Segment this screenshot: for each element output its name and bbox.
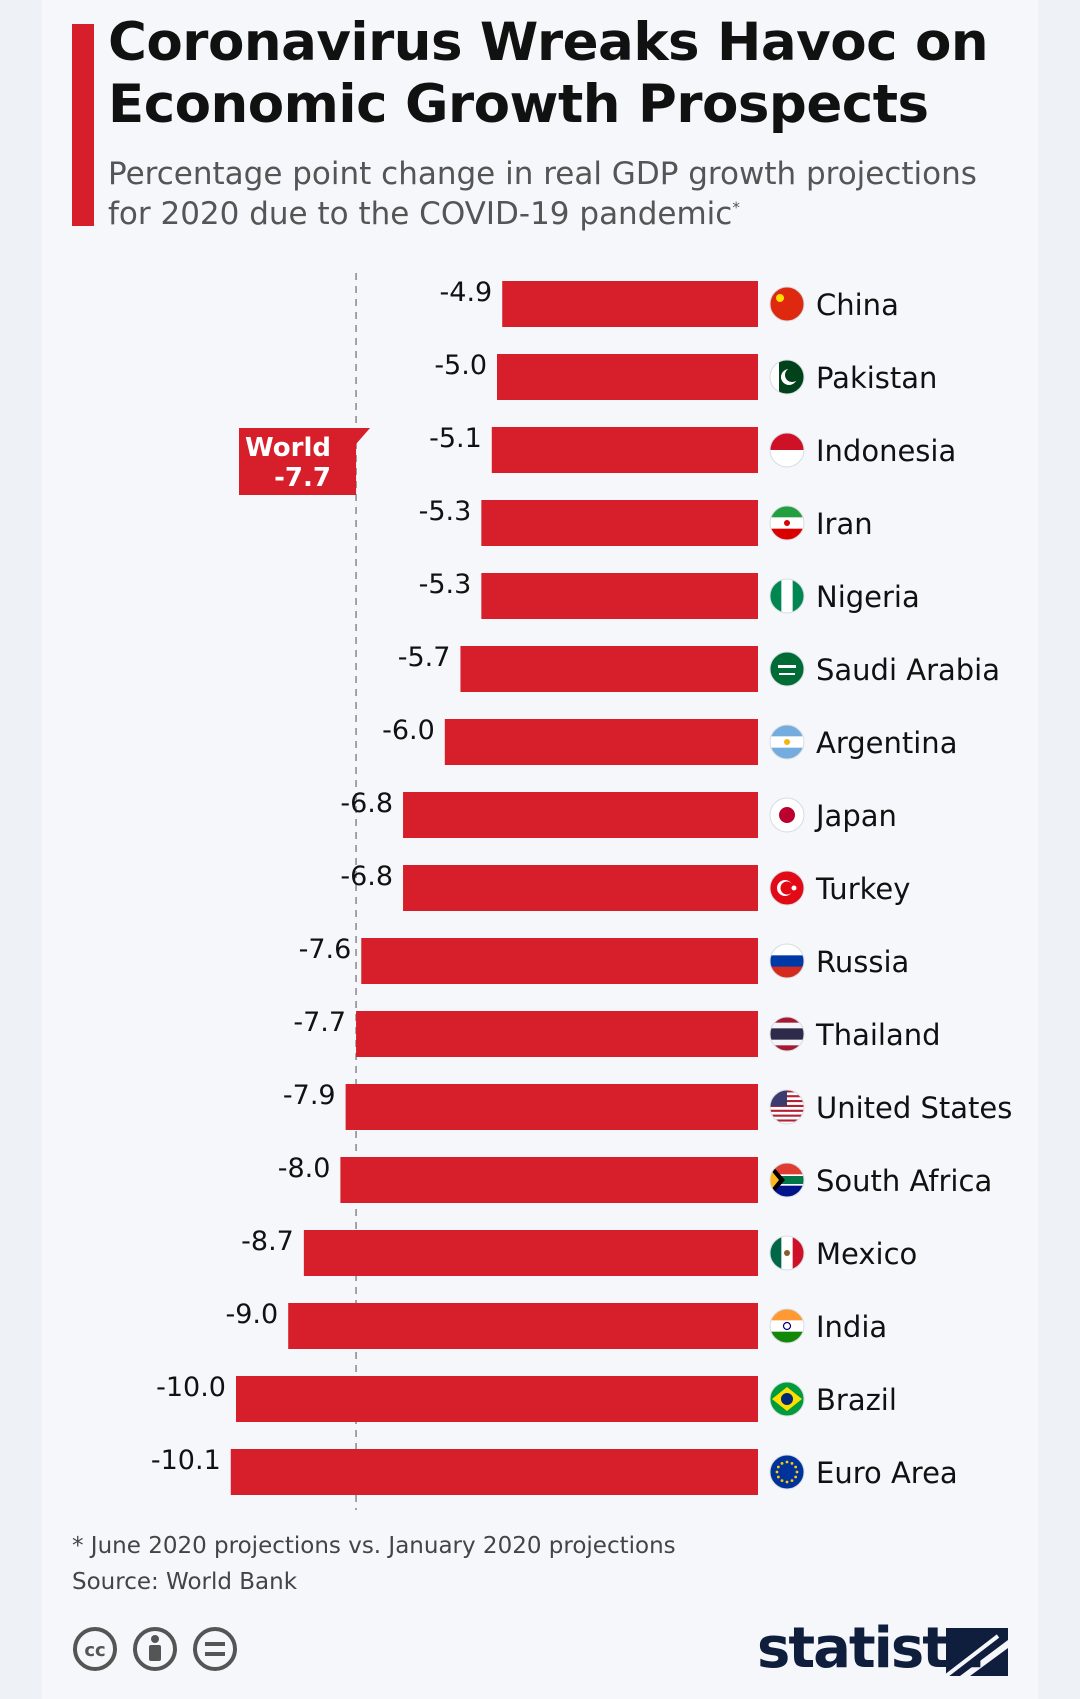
value-label-china: -4.9 [440, 277, 493, 308]
value-label-nigeria: -5.3 [419, 569, 472, 600]
chart-title: Coronavirus Wreaks Havoc on Economic Gro… [108, 12, 989, 135]
category-label-india: India [816, 1310, 887, 1344]
category-label-mexico: Mexico [816, 1237, 917, 1271]
footnote-block: * June 2020 projections vs. January 2020… [72, 1528, 676, 1600]
brazil-flag-icon [769, 1381, 805, 1417]
value-label-argentina: -6.0 [382, 715, 435, 746]
bar-iran [481, 500, 758, 546]
indonesia-flag-icon [769, 432, 805, 468]
category-label-brazil: Brazil [816, 1383, 897, 1417]
thailand-flag-icon [769, 1016, 805, 1052]
bar-pakistan [497, 354, 758, 400]
category-label-china: China [816, 288, 899, 322]
world-callout-label: World [245, 433, 331, 463]
bar-indonesia [491, 427, 758, 473]
value-label-pakistan: -5.0 [434, 350, 487, 381]
svg-text:cc: cc [84, 1640, 105, 1661]
value-label-indonesia: -5.1 [429, 423, 482, 454]
category-label-euro-area: Euro Area [816, 1456, 958, 1490]
united-states-flag-icon [769, 1089, 805, 1125]
by-icon[interactable] [132, 1626, 178, 1672]
bar-nigeria [481, 573, 758, 619]
value-label-euro-area: -10.1 [151, 1445, 221, 1476]
bar-japan [403, 792, 758, 838]
russia-flag-icon [769, 943, 805, 979]
world-callout-box [239, 428, 371, 495]
bar-india [288, 1303, 758, 1349]
euro-area-flag-icon [769, 1454, 805, 1490]
subtitle-text: Percentage point change in real GDP grow… [108, 156, 977, 232]
value-label-saudi-arabia: -5.7 [398, 642, 451, 673]
saudi-arabia-flag-icon [769, 651, 805, 687]
source-text: Source: World Bank [72, 1569, 298, 1595]
value-label-mexico: -8.7 [241, 1226, 294, 1257]
cc-icon[interactable]: cc [72, 1626, 118, 1672]
value-label-united-states: -7.9 [283, 1080, 336, 1111]
bar-turkey [403, 865, 758, 911]
value-label-thailand: -7.7 [293, 1007, 346, 1038]
bar-argentina [444, 719, 758, 765]
bar-russia [361, 938, 758, 984]
category-label-argentina: Argentina [816, 726, 957, 760]
category-label-united-states: United States [816, 1091, 1012, 1125]
nigeria-flag-icon [769, 578, 805, 614]
value-label-south-africa: -8.0 [278, 1153, 331, 1184]
bar-china [502, 281, 758, 327]
turkey-flag-icon [769, 870, 805, 906]
subtitle-footnote-marker: * [732, 198, 740, 217]
mexico-flag-icon [769, 1235, 805, 1271]
category-label-south-africa: South Africa [816, 1164, 992, 1198]
bar-thailand [356, 1011, 758, 1057]
value-label-india: -9.0 [226, 1299, 279, 1330]
value-label-japan: -6.8 [340, 788, 393, 819]
category-label-saudi-arabia: Saudi Arabia [816, 653, 1000, 687]
category-label-japan: Japan [814, 799, 897, 833]
bar-brazil [236, 1376, 758, 1422]
bar-euro-area [230, 1449, 758, 1495]
title-accent-bar [72, 24, 94, 226]
india-flag-icon [769, 1308, 805, 1344]
bar-chart: -4.9 China -5.0 Pakistan -5.1 Indonesia -5.3 Ir… [151, 273, 1012, 1510]
south-africa-flag-icon [769, 1162, 805, 1198]
bar-saudi-arabia [460, 646, 758, 692]
category-label-iran: Iran [816, 507, 873, 541]
value-label-iran: -5.3 [419, 496, 472, 527]
world-callout-value: -7.7 [274, 463, 331, 493]
category-label-pakistan: Pakistan [816, 361, 937, 395]
bar-south-africa [340, 1157, 758, 1203]
category-label-indonesia: Indonesia [816, 434, 956, 468]
footnote-text: * June 2020 projections vs. January 2020… [72, 1533, 676, 1559]
bar-mexico [303, 1230, 758, 1276]
category-label-thailand: Thailand [815, 1018, 941, 1052]
nd-icon[interactable] [192, 1626, 238, 1672]
pakistan-flag-icon [769, 359, 805, 395]
iran-flag-icon [769, 505, 805, 541]
value-label-brazil: -10.0 [156, 1372, 226, 1403]
bar-united-states [345, 1084, 758, 1130]
chart-subtitle: Percentage point change in real GDP grow… [108, 154, 988, 234]
category-label-russia: Russia [816, 945, 909, 979]
argentina-flag-icon [769, 724, 805, 760]
value-label-russia: -7.6 [299, 934, 352, 965]
category-label-turkey: Turkey [815, 872, 910, 906]
statista-logo-mark-icon [946, 1628, 1008, 1676]
value-label-turkey: -6.8 [340, 861, 393, 892]
category-label-nigeria: Nigeria [816, 580, 920, 614]
china-flag-icon [769, 286, 805, 322]
japan-flag-icon [769, 797, 805, 833]
